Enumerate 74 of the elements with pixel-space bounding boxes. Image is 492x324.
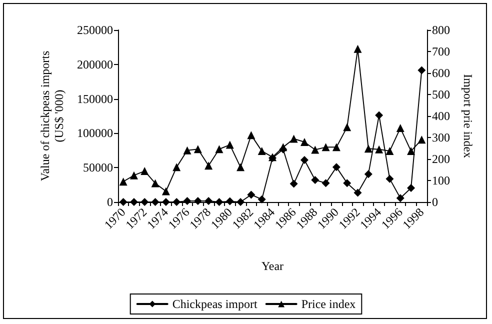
point (311, 146, 320, 154)
point (194, 145, 202, 154)
point (258, 147, 266, 156)
point (300, 138, 308, 146)
point (332, 163, 340, 172)
point (364, 144, 372, 153)
point (290, 134, 298, 143)
point (215, 198, 224, 206)
y2-tick-label: 400 (432, 109, 450, 123)
point (290, 180, 298, 188)
point (418, 66, 426, 74)
point (183, 196, 192, 205)
y-axis-title: Value of chickpeas imports (US$ '000) (38, 50, 66, 182)
point (311, 176, 320, 184)
y-tick-label: 150000 (77, 92, 113, 106)
point (364, 170, 372, 178)
point (162, 187, 170, 196)
point (332, 143, 340, 152)
point (354, 188, 362, 197)
y-tick-label: 0 (107, 195, 113, 209)
point (354, 44, 362, 53)
legend-label: Chickpeas import (172, 297, 258, 311)
point (407, 184, 416, 192)
y2-tick-label: 200 (432, 152, 450, 166)
x-axis-title: Year (261, 259, 284, 273)
y-tick-label: 50000 (83, 160, 113, 175)
legend-label: Price index (301, 297, 356, 311)
point (396, 194, 404, 202)
point (396, 124, 404, 132)
y-tick-label: 250000 (77, 23, 113, 37)
point (140, 167, 149, 176)
point (119, 178, 128, 186)
point (130, 198, 138, 206)
point (322, 179, 330, 188)
point (151, 198, 160, 206)
y2-tick-label: 600 (432, 66, 450, 80)
y2-tick-label: 0 (432, 195, 438, 209)
point (204, 162, 213, 170)
point (204, 196, 213, 205)
y2-tick-label: 500 (432, 88, 450, 102)
point (247, 131, 256, 140)
point (236, 198, 245, 206)
y-tick-label: 200000 (77, 57, 113, 72)
point (172, 163, 181, 172)
point (183, 146, 192, 154)
y-tick-label: 100000 (77, 126, 113, 140)
y2-tick-label: 700 (432, 44, 450, 58)
point (140, 198, 149, 206)
point (322, 143, 330, 152)
point (130, 171, 138, 180)
y2-tick-label: 800 (432, 23, 450, 37)
point (162, 198, 170, 206)
point (300, 156, 308, 164)
point (386, 174, 394, 183)
point (172, 198, 181, 206)
point (418, 136, 426, 144)
y2-tick-label: 100 (432, 174, 450, 188)
point (386, 147, 394, 156)
point (215, 145, 224, 154)
point (343, 179, 352, 188)
point (119, 198, 128, 206)
y2-tick-label: 300 (432, 130, 450, 144)
point (343, 123, 352, 132)
point (236, 163, 245, 172)
y2-axis-title: Import prie index (460, 74, 475, 158)
point (226, 140, 234, 149)
point (407, 147, 416, 156)
point (258, 195, 266, 204)
point (226, 197, 234, 206)
point (151, 179, 160, 188)
point (375, 111, 384, 120)
point (375, 145, 384, 154)
point (194, 196, 202, 205)
point (247, 190, 256, 199)
